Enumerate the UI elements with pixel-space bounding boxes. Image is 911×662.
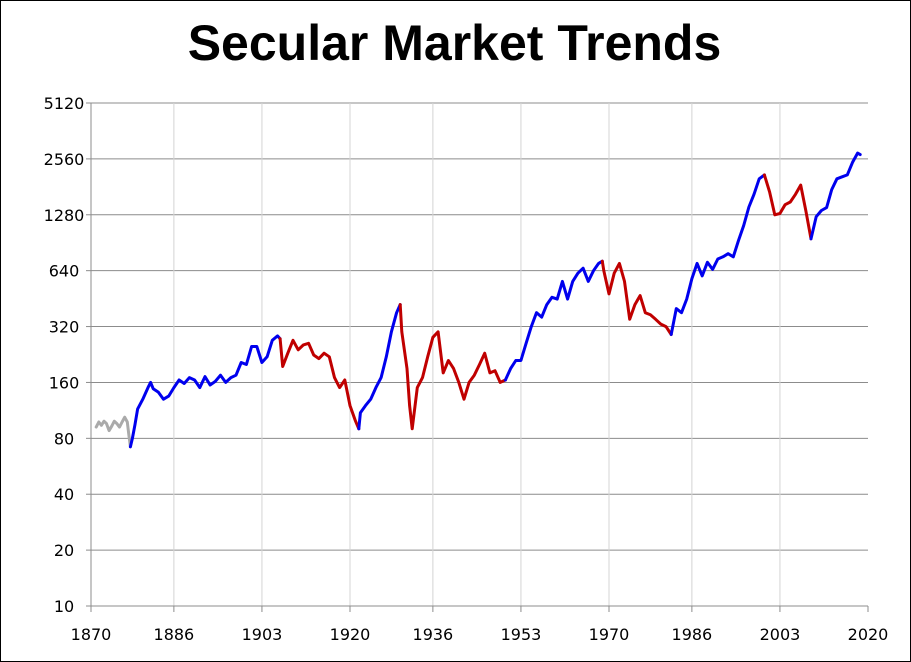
x-tick-label: 1936 — [413, 625, 454, 644]
x-tick-label: 1970 — [589, 625, 630, 644]
y-tick-label: 320 — [49, 318, 80, 337]
early-market-line — [94, 415, 132, 449]
bull-market-line — [503, 259, 604, 382]
y-tick-label: 5120 — [44, 94, 85, 113]
x-tick-label: 2020 — [848, 625, 889, 644]
bear-market-line — [398, 303, 507, 431]
x-tick-label: 1870 — [71, 625, 112, 644]
x-tick-label: 1986 — [672, 625, 713, 644]
x-tick-label: 1903 — [242, 625, 283, 644]
y-tick-label: 160 — [49, 373, 80, 392]
chart-title: Secular Market Trends — [187, 15, 722, 71]
x-tick-label: 1953 — [501, 625, 542, 644]
bull-market-line — [809, 151, 862, 241]
bull-market-line — [669, 173, 766, 336]
y-tick-label: 640 — [49, 262, 80, 281]
x-tick-label: 2003 — [760, 625, 801, 644]
y-tick-label: 80 — [54, 429, 74, 448]
bear-market-line — [278, 337, 361, 431]
x-tick-label: 1886 — [154, 625, 195, 644]
y-tick-label: 1280 — [44, 206, 85, 225]
bear-market-line — [600, 259, 673, 336]
bear-market-line — [762, 173, 813, 241]
y-tick-label: 2560 — [44, 150, 85, 169]
bull-market-line — [128, 334, 282, 449]
y-tick-label: 20 — [54, 541, 74, 560]
x-tick-label: 1920 — [330, 625, 371, 644]
y-tick-label: 10 — [54, 597, 74, 616]
bull-market-line — [357, 303, 402, 431]
y-tick-label: 40 — [54, 485, 74, 504]
